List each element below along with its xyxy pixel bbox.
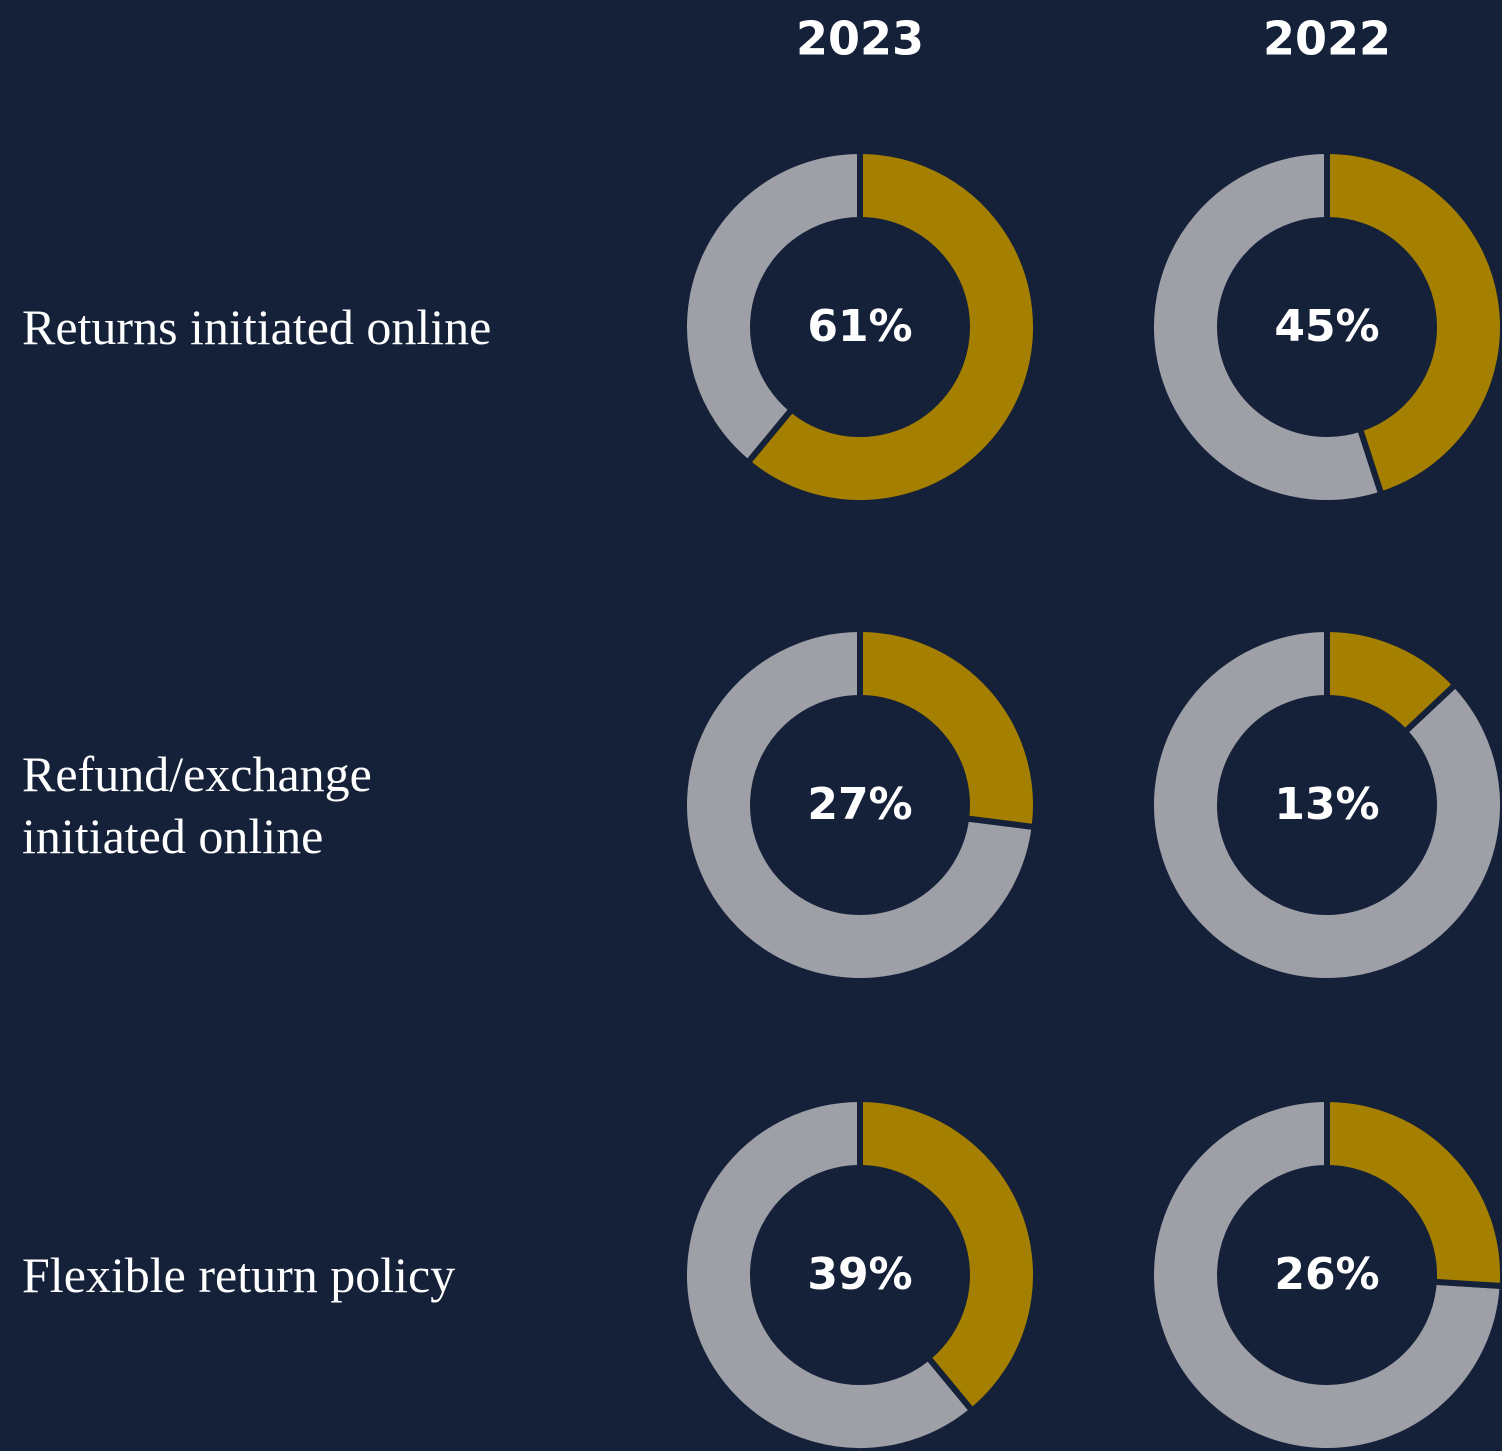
row-label: Refund/exchange initiated online [22,746,372,864]
donut-remainder [681,1096,976,1451]
column-header: 2023 [796,12,924,66]
value-label: 61% [807,301,912,352]
column-header: 2022 [1263,12,1391,66]
donut-segment [857,626,1039,831]
donut-remainder [1148,626,1502,984]
row-label: Flexible return policy [22,1247,456,1303]
donut-segment [1324,626,1459,735]
donut-remainder [1148,1096,1502,1451]
value-label: 27% [807,779,912,830]
donut-remainder [681,148,863,466]
donut-remainder [1148,148,1385,506]
donut-segment [1324,1096,1502,1290]
donut-remainder [681,626,1038,984]
donut-segment [744,148,1039,506]
value-label: 39% [807,1249,912,1300]
value-label: 13% [1274,779,1379,830]
value-label: 45% [1274,301,1379,352]
row-label: Returns initiated online [22,299,492,355]
donut-segment [857,1096,1039,1414]
donut-segment [1324,148,1502,498]
value-label: 26% [1274,1249,1379,1300]
